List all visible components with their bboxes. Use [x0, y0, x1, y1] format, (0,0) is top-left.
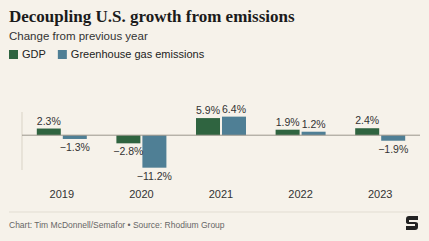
y-axis	[22, 112, 23, 170]
bar	[381, 135, 405, 141]
bar	[222, 117, 246, 136]
legend-swatch	[9, 50, 18, 59]
legend-swatch	[58, 50, 67, 59]
data-label: −1.9%	[378, 143, 408, 155]
data-label: −11.2%	[137, 170, 172, 182]
logo	[406, 216, 418, 230]
bars	[37, 117, 405, 168]
bar	[355, 128, 379, 135]
legend-label: Greenhouse gas emissions	[71, 48, 205, 60]
chart: Decoupling U.S. growth from emissions Cha…	[0, 0, 429, 241]
baseline	[22, 135, 420, 136]
bar	[196, 118, 220, 135]
bar	[276, 130, 300, 136]
divider	[9, 212, 420, 213]
data-label: 1.9%	[276, 116, 300, 128]
x-tick-label: 2022	[288, 188, 312, 200]
page: {"chart_data": { "type": "bar", "title":…	[0, 0, 429, 241]
data-label: 6.4%	[222, 103, 246, 115]
bar	[302, 132, 326, 135]
x-tick-label: 2020	[129, 188, 153, 200]
bar	[142, 135, 166, 167]
logo-shape	[406, 216, 418, 230]
data-label: −1.3%	[60, 141, 90, 153]
source: Chart: Tim McDonnell/Semafor • Source: R…	[9, 220, 225, 230]
legend-label: GDP	[22, 48, 46, 60]
data-label: 2.4%	[355, 114, 379, 126]
subtitle: Change from previous year	[9, 30, 148, 42]
x-tick-label: 2021	[209, 188, 233, 200]
x-tick-label: 2023	[368, 188, 392, 200]
bar	[37, 129, 61, 136]
data-label: 2.3%	[37, 115, 61, 127]
background	[0, 0, 429, 241]
title: Decoupling U.S. growth from emissions	[9, 7, 295, 26]
x-tick-label: 2019	[50, 188, 74, 200]
bar	[63, 135, 87, 139]
data-label: 5.9%	[196, 104, 220, 116]
data-label: −2.8%	[113, 145, 143, 157]
data-label: 1.2%	[302, 118, 326, 130]
bar	[116, 135, 140, 143]
